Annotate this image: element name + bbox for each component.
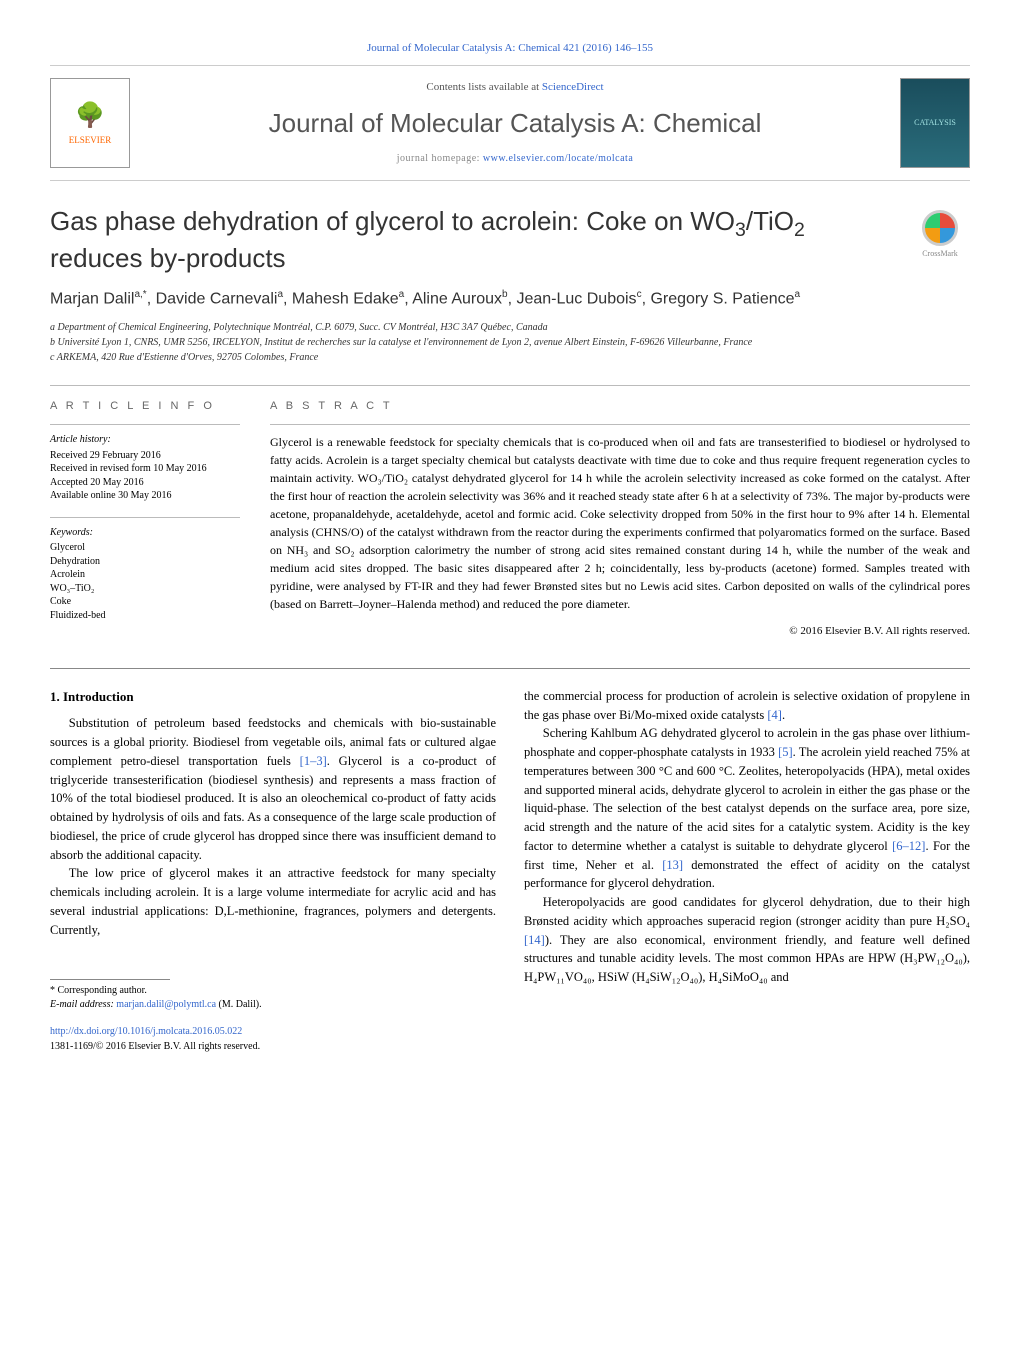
- ref-link[interactable]: [1–3]: [300, 754, 327, 768]
- body-paragraph: the commercial process for production of…: [524, 687, 970, 725]
- history-item: Available online 30 May 2016: [50, 489, 240, 503]
- divider: [50, 668, 970, 669]
- keywords-block: Keywords: Glycerol Dehydration Acrolein …: [50, 526, 240, 623]
- body-right-column: the commercial process for production of…: [524, 687, 970, 1055]
- affiliation: c ARKEMA, 420 Rue d'Estienne d'Orves, 92…: [50, 351, 970, 365]
- article-info-column: a r t i c l e i n f o Article history: R…: [50, 398, 240, 640]
- history-item: Received in revised form 10 May 2016: [50, 462, 240, 476]
- ref-link[interactable]: [13]: [662, 858, 683, 872]
- abstract-label: a b s t r a c t: [270, 398, 970, 415]
- elsevier-label: ELSEVIER: [69, 134, 112, 148]
- issn-copyright: 1381-1169/© 2016 Elsevier B.V. All right…: [50, 1039, 496, 1054]
- crossmark-label: CrossMark: [922, 248, 958, 260]
- keyword: Coke: [50, 595, 240, 609]
- doi-block: http://dx.doi.org/10.1016/j.molcata.2016…: [50, 1024, 496, 1054]
- abstract-text: Glycerol is a renewable feedstock for sp…: [270, 433, 970, 613]
- citation-line: Journal of Molecular Catalysis A: Chemic…: [50, 40, 970, 57]
- history-heading: Article history:: [50, 433, 240, 447]
- keyword: Fluidized-bed: [50, 609, 240, 623]
- keywords-heading: Keywords:: [50, 526, 240, 540]
- authors-line: Marjan Dalila,*, Davide Carnevalia, Mahe…: [50, 287, 970, 311]
- body-paragraph: Heteropolyacids are good candidates for …: [524, 893, 970, 987]
- contents-line: Contents lists available at ScienceDirec…: [130, 79, 900, 96]
- article-history: Article history: Received 29 February 20…: [50, 433, 240, 503]
- section-heading: 1. Introduction: [50, 687, 496, 707]
- keyword: Acrolein: [50, 568, 240, 582]
- crossmark-icon: [922, 210, 958, 246]
- history-item: Accepted 20 May 2016: [50, 476, 240, 490]
- journal-header: 🌳 ELSEVIER Contents lists available at S…: [50, 65, 970, 181]
- sciencedirect-link[interactable]: ScienceDirect: [542, 81, 604, 93]
- elsevier-tree-icon: 🌳: [69, 98, 112, 134]
- ref-link[interactable]: [5]: [778, 745, 793, 759]
- crossmark-badge[interactable]: CrossMark: [910, 205, 970, 265]
- body-paragraph: Substitution of petroleum based feedstoc…: [50, 714, 496, 864]
- doi-link[interactable]: http://dx.doi.org/10.1016/j.molcata.2016…: [50, 1026, 242, 1037]
- keyword: Glycerol: [50, 541, 240, 555]
- keyword: WO₃–TiO₂: [50, 582, 240, 596]
- footnote-divider: [50, 979, 170, 980]
- journal-cover-thumb: CATALYSIS: [900, 78, 970, 168]
- elsevier-logo: 🌳 ELSEVIER: [50, 78, 130, 168]
- ref-link[interactable]: [6–12]: [892, 839, 925, 853]
- keyword: Dehydration: [50, 555, 240, 569]
- homepage-line: journal homepage: www.elsevier.com/locat…: [130, 151, 900, 166]
- affiliation: a Department of Chemical Engineering, Po…: [50, 321, 970, 335]
- email-line: E-mail address: marjan.dalil@polymtl.ca …: [50, 998, 496, 1012]
- body-two-column: 1. Introduction Substitution of petroleu…: [50, 687, 970, 1055]
- divider: [270, 424, 970, 425]
- article-title: Gas phase dehydration of glycerol to acr…: [50, 205, 910, 275]
- body-paragraph: The low price of glycerol makes it an at…: [50, 864, 496, 939]
- homepage-link[interactable]: www.elsevier.com/locate/molcata: [483, 153, 633, 164]
- email-link[interactable]: marjan.dalil@polymtl.ca: [116, 999, 216, 1010]
- history-item: Received 29 February 2016: [50, 449, 240, 463]
- divider: [50, 385, 970, 386]
- divider: [50, 424, 240, 425]
- divider: [50, 517, 240, 518]
- article-info-label: a r t i c l e i n f o: [50, 398, 240, 415]
- ref-link[interactable]: [4]: [767, 708, 782, 722]
- corresponding-author: * Corresponding author.: [50, 984, 496, 998]
- affiliations: a Department of Chemical Engineering, Po…: [50, 321, 970, 365]
- body-paragraph: Schering Kahlbum AG dehydrated glycerol …: [524, 724, 970, 893]
- footnote-block: * Corresponding author. E-mail address: …: [50, 979, 496, 1012]
- ref-link[interactable]: [14]: [524, 933, 545, 947]
- body-left-column: 1. Introduction Substitution of petroleu…: [50, 687, 496, 1055]
- abstract-column: a b s t r a c t Glycerol is a renewable …: [270, 398, 970, 640]
- journal-name: Journal of Molecular Catalysis A: Chemic…: [130, 104, 900, 143]
- affiliation: b Université Lyon 1, CNRS, UMR 5256, IRC…: [50, 336, 970, 350]
- abstract-copyright: © 2016 Elsevier B.V. All rights reserved…: [270, 623, 970, 640]
- journal-name-block: Contents lists available at ScienceDirec…: [130, 79, 900, 166]
